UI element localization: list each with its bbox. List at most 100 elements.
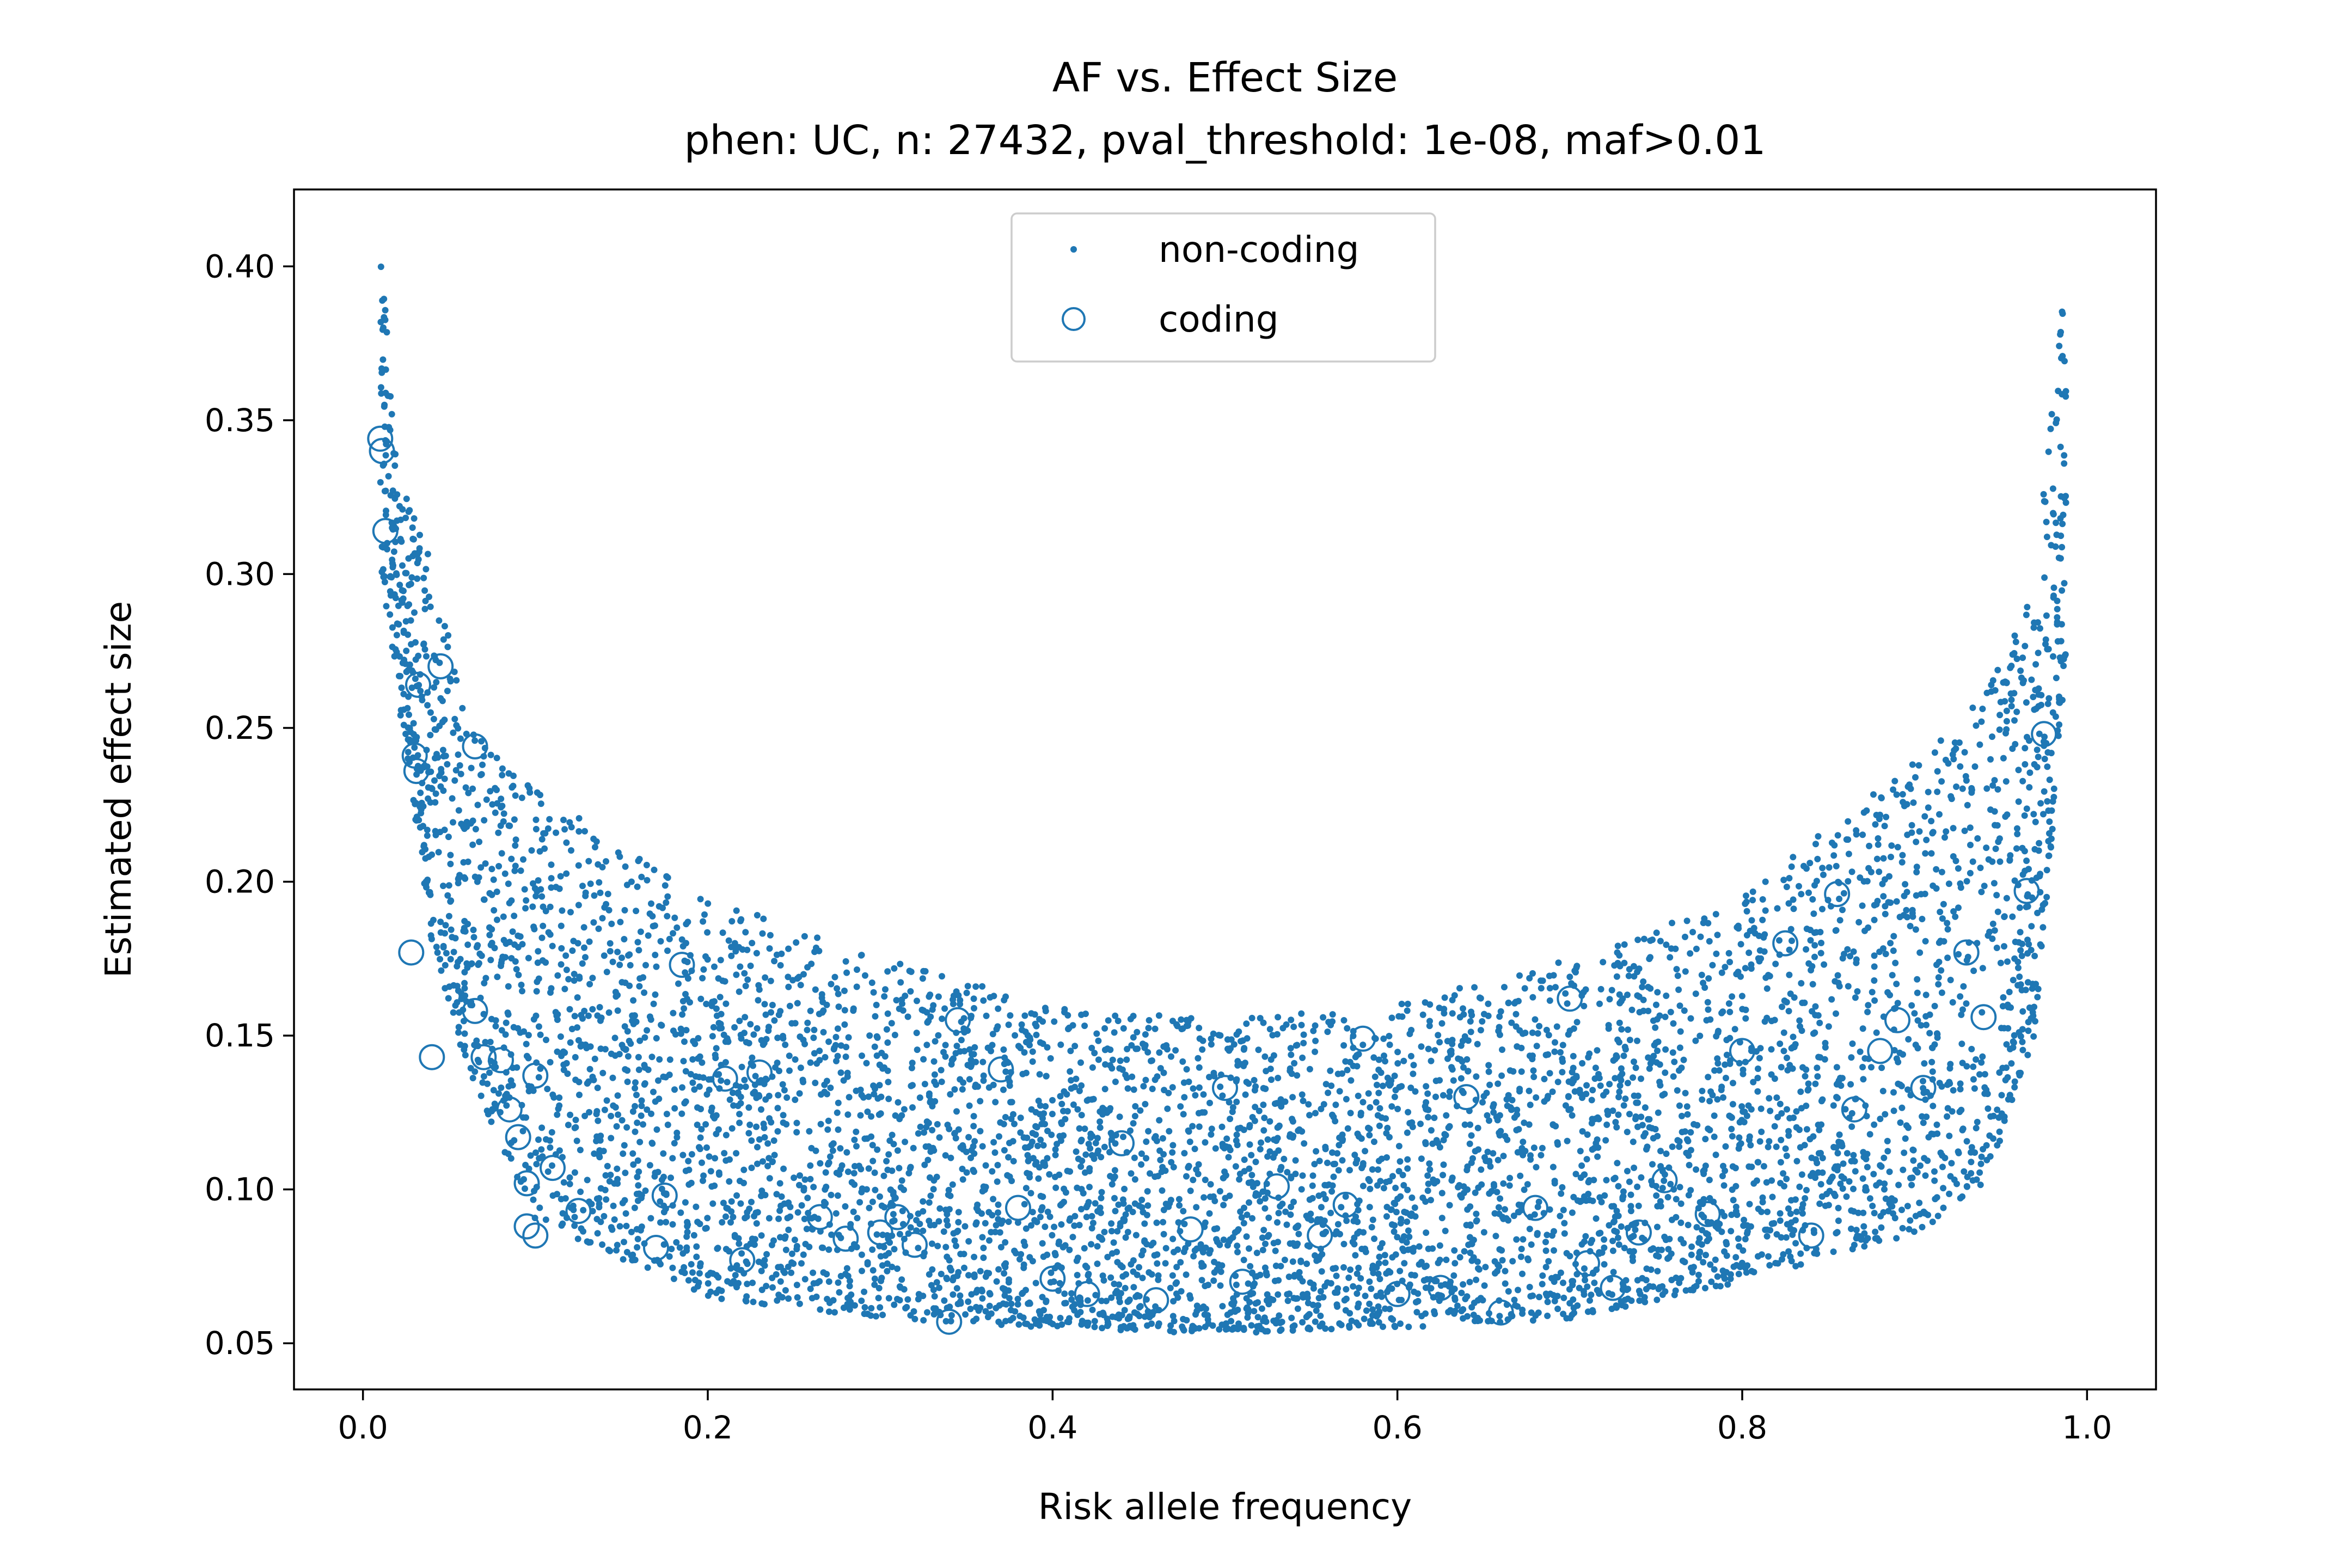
non-coding-point xyxy=(1049,1097,1056,1104)
non-coding-point xyxy=(1425,1180,1432,1187)
non-coding-point xyxy=(618,1117,626,1124)
non-coding-point xyxy=(693,1243,700,1250)
non-coding-point xyxy=(980,1072,987,1079)
non-coding-point xyxy=(1320,1294,1327,1301)
non-coding-point xyxy=(749,1279,756,1287)
non-coding-point xyxy=(1676,1102,1683,1109)
non-coding-point xyxy=(1875,835,1882,842)
non-coding-point xyxy=(2062,388,2069,395)
non-coding-point xyxy=(1922,1172,1929,1179)
non-coding-point xyxy=(1216,1188,1223,1195)
non-coding-point xyxy=(1760,1163,1767,1170)
non-coding-point xyxy=(427,891,434,898)
non-coding-point xyxy=(748,1198,755,1205)
non-coding-point xyxy=(663,1218,670,1226)
non-coding-point xyxy=(1699,1096,1706,1103)
non-coding-point xyxy=(861,1288,868,1295)
non-coding-point xyxy=(634,883,641,890)
non-coding-point xyxy=(1510,1212,1517,1220)
non-coding-point xyxy=(1726,959,1734,965)
non-coding-point xyxy=(1309,1182,1316,1189)
non-coding-point xyxy=(1679,1112,1685,1119)
non-coding-point xyxy=(975,1083,981,1090)
non-coding-point xyxy=(2040,491,2047,498)
non-coding-point xyxy=(1171,1318,1178,1325)
non-coding-point xyxy=(2007,1045,2013,1052)
non-coding-point xyxy=(961,1264,967,1271)
non-coding-point xyxy=(1418,1155,1425,1162)
non-coding-point xyxy=(2057,555,2064,562)
non-coding-point xyxy=(836,1171,843,1178)
non-coding-point xyxy=(1776,937,1783,944)
non-coding-point xyxy=(1128,1042,1135,1049)
non-coding-point xyxy=(2000,755,2007,762)
non-coding-point xyxy=(756,1093,763,1100)
non-coding-point xyxy=(1233,1131,1240,1138)
non-coding-point xyxy=(1554,1079,1561,1086)
non-coding-point xyxy=(1562,990,1569,997)
non-coding-point xyxy=(1529,1056,1536,1063)
non-coding-point xyxy=(857,1112,864,1119)
non-coding-point xyxy=(1151,1135,1158,1142)
non-coding-point xyxy=(1970,967,1977,975)
non-coding-point xyxy=(1130,1120,1137,1127)
non-coding-point xyxy=(1723,1075,1729,1081)
non-coding-point xyxy=(1873,1235,1881,1242)
non-coding-point xyxy=(663,1111,670,1118)
non-coding-point xyxy=(1146,1017,1153,1024)
non-coding-point xyxy=(728,918,736,925)
non-coding-point xyxy=(856,1199,863,1206)
non-coding-point xyxy=(1028,1010,1035,1017)
non-coding-point xyxy=(1798,980,1805,987)
non-coding-point xyxy=(953,1043,960,1050)
non-coding-point xyxy=(1716,1067,1723,1074)
non-coding-point xyxy=(601,952,608,959)
non-coding-point xyxy=(1311,1161,1318,1168)
non-coding-point xyxy=(508,855,515,862)
non-coding-point xyxy=(1097,1118,1104,1125)
non-coding-point xyxy=(2019,871,2026,878)
non-coding-point xyxy=(780,1267,787,1275)
non-coding-point xyxy=(1929,1218,1936,1226)
non-coding-point xyxy=(1559,1042,1566,1049)
non-coding-point xyxy=(1088,1241,1095,1248)
non-coding-point xyxy=(632,1128,639,1135)
non-coding-point xyxy=(1234,1248,1241,1255)
non-coding-point xyxy=(907,988,914,995)
non-coding-point xyxy=(1052,1152,1059,1159)
non-coding-point xyxy=(682,1167,689,1174)
non-coding-point xyxy=(1251,1308,1258,1315)
non-coding-point xyxy=(455,1029,462,1036)
non-coding-point xyxy=(704,1215,711,1222)
non-coding-point xyxy=(1880,855,1887,862)
non-coding-point xyxy=(842,958,849,965)
non-coding-point xyxy=(660,1173,667,1180)
non-coding-point xyxy=(571,1214,578,1221)
non-coding-point xyxy=(459,705,466,712)
non-coding-point xyxy=(556,1094,563,1101)
non-coding-point xyxy=(487,788,494,795)
non-coding-point xyxy=(1630,1074,1637,1081)
non-coding-point xyxy=(458,820,465,828)
non-coding-point xyxy=(1499,1257,1506,1264)
non-coding-point xyxy=(599,1241,606,1248)
non-coding-point xyxy=(987,1291,994,1298)
non-coding-point xyxy=(488,866,495,873)
non-coding-point xyxy=(724,1205,731,1212)
non-coding-point xyxy=(1505,1288,1512,1295)
non-coding-point xyxy=(1057,1314,1064,1321)
non-coding-point xyxy=(1610,1175,1618,1183)
non-coding-point xyxy=(1316,1157,1323,1165)
non-coding-point xyxy=(689,1079,696,1086)
non-coding-point xyxy=(1297,1258,1304,1265)
non-coding-point xyxy=(569,947,576,954)
non-coding-point xyxy=(2043,534,2050,541)
non-coding-point xyxy=(920,1198,927,1205)
non-coding-point xyxy=(1291,1272,1298,1278)
non-coding-point xyxy=(1432,1093,1439,1100)
non-coding-point xyxy=(915,1296,922,1303)
non-coding-point xyxy=(1613,1302,1620,1309)
non-coding-point xyxy=(1303,1260,1310,1267)
non-coding-point xyxy=(2017,929,2024,936)
non-coding-point xyxy=(1646,1116,1653,1123)
